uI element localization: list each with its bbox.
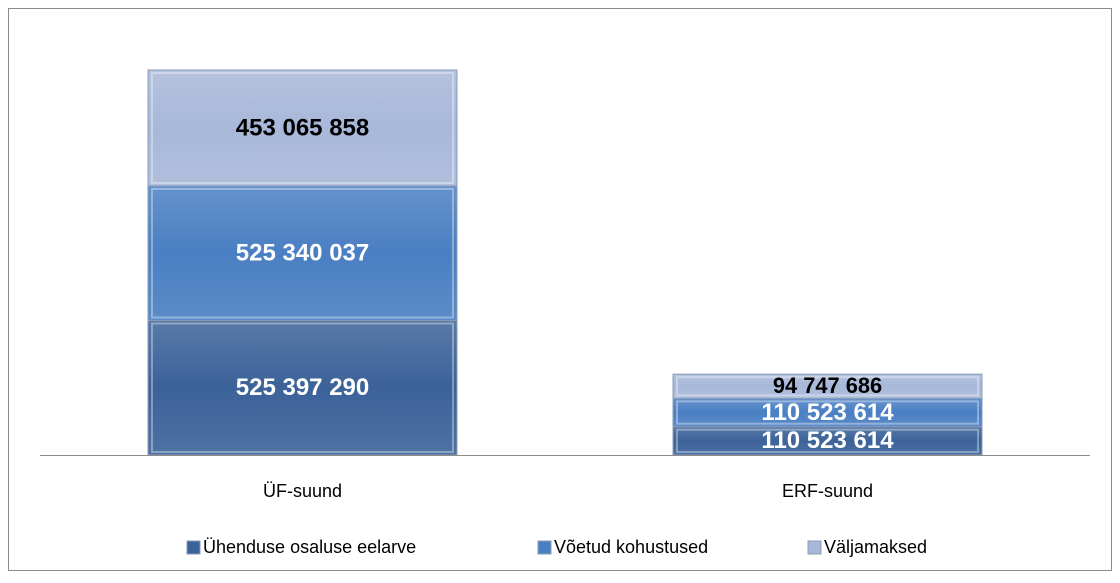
legend-label: Ühenduse osaluse eelarve [203,537,416,557]
bar-segment [672,397,983,428]
bar-segment [672,373,983,399]
legend-label: Väljamaksed [824,537,927,557]
legend-marker [807,540,822,555]
x-tick-label: ERF-suund [782,481,873,501]
bar-bevel [151,187,454,319]
legend-marker [186,540,201,555]
bar-bevel [676,428,979,453]
data-label: 110 523 614 [761,399,894,426]
x-tick-label: ÜF-suund [263,481,342,501]
data-label: 110 523 614 [761,427,894,454]
data-label: 94 747 686 [773,373,882,398]
bar-bevel [676,400,979,425]
bar-segment [147,69,458,187]
legend-label: Võetud kohustused [554,537,708,557]
bar-bevel [151,72,454,184]
data-label: 453 065 858 [236,114,369,141]
bar-bevel [151,322,454,453]
bar-segment [672,426,983,456]
legend-marker [537,540,552,555]
bar-segment [147,319,458,456]
data-label: 525 340 037 [236,240,369,267]
bar-bevel [676,376,979,397]
data-label: 525 397 290 [236,374,369,401]
